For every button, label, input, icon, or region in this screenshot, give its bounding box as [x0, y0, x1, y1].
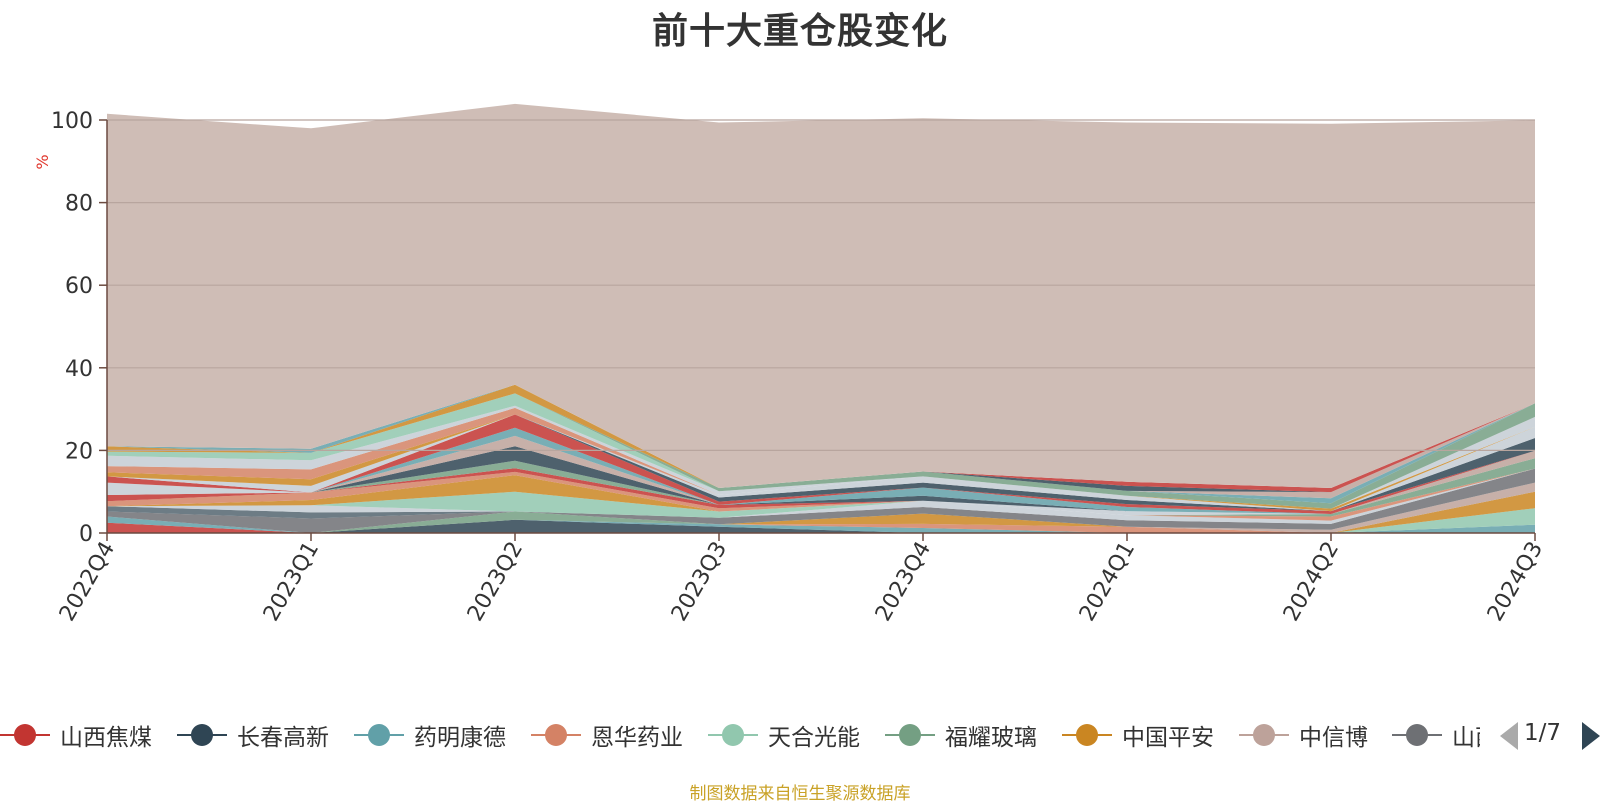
area-other-11	[107, 414, 1535, 514]
area-3	[107, 516, 1535, 533]
legend-label: 长春高新	[237, 725, 329, 751]
legend-label: 山西汾酒	[1452, 725, 1480, 751]
x-tick-label: 2024Q3	[1483, 538, 1548, 626]
legend-prev-page-icon[interactable]	[1500, 722, 1518, 750]
area-other-8	[107, 446, 1535, 514]
y-tick-label: 40	[65, 357, 93, 382]
legend: 山西焦煤 长春高新 药明康德 恩华药业 天合光能 福耀玻璃 中国平安 中信博 山西汾酒	[0, 718, 1600, 752]
legend-marker-icon	[531, 718, 581, 752]
legend-page-indicator: 1/7	[1524, 720, 1562, 746]
x-tick-label: 2022Q4	[55, 538, 120, 626]
chart-title: 前十大重仓股变化	[651, 11, 948, 52]
legend-item[interactable]: 药明康德	[354, 718, 506, 752]
x-tick-label: 2024Q2	[1279, 538, 1344, 626]
area-other-12	[107, 414, 1535, 512]
x-tick-label: 2023Q3	[667, 538, 732, 626]
legend-marker-icon	[708, 718, 758, 752]
legend-item[interactable]: 恩华药业	[531, 718, 683, 752]
legend-label: 中信博	[1299, 725, 1368, 751]
data-source-note: 制图数据来自恒生聚源数据库	[689, 784, 911, 804]
legend-item[interactable]: 天合光能	[708, 718, 860, 752]
legend-marker-icon	[354, 718, 404, 752]
legend-label: 恩华药业	[591, 725, 683, 751]
area-other-10	[107, 427, 1535, 514]
y-axis-unit-label: %	[33, 154, 52, 169]
y-tick-label: 0	[79, 522, 93, 547]
y-tick-label: 80	[65, 192, 93, 217]
area-0	[107, 522, 1535, 533]
legend-label: 药明康德	[414, 725, 506, 751]
legend-label: 福耀玻璃	[945, 725, 1037, 751]
legend-marker-icon	[177, 718, 227, 752]
area-other-9	[107, 435, 1535, 514]
legend-item[interactable]: 福耀玻璃	[885, 718, 1037, 752]
area-8	[107, 468, 1535, 533]
legend-label: 天合光能	[768, 725, 860, 751]
legend-item[interactable]: 中国平安	[1062, 718, 1214, 752]
legend-pager: 1/7	[1500, 718, 1600, 752]
legend-items-clip: 山西焦煤 长春高新 药明康德 恩华药业 天合光能 福耀玻璃 中国平安 中信博 山西汾酒	[0, 718, 1480, 752]
y-tick-label: 20	[65, 439, 93, 464]
area-other-2	[107, 468, 1535, 521]
legend-item[interactable]: 长春高新	[177, 718, 329, 752]
x-tick-label: 2023Q2	[463, 538, 528, 626]
area-other-3	[107, 468, 1535, 521]
legend-marker-icon	[1062, 718, 1112, 752]
area-other-6	[107, 458, 1535, 517]
plot-areas	[107, 103, 1535, 533]
legend-marker-icon	[885, 718, 935, 752]
legend-marker-icon	[1392, 718, 1442, 752]
legend-next-page-icon[interactable]	[1582, 722, 1600, 750]
area-1	[107, 519, 1535, 533]
legend-item[interactable]: 山西焦煤	[0, 718, 152, 752]
legend-label: 山西焦煤	[60, 725, 152, 751]
x-tick-label: 2023Q4	[871, 538, 936, 626]
legend-marker-icon	[1239, 718, 1289, 752]
area-2	[107, 516, 1535, 533]
area-other-1	[107, 468, 1535, 524]
legend-label: 中国平安	[1122, 725, 1214, 751]
grid-lines	[107, 119, 1535, 451]
y-tick-label: 100	[51, 109, 93, 134]
x-tick-label: 2024Q1	[1075, 538, 1140, 626]
y-tick-label: 60	[65, 274, 93, 299]
x-tick-label: 2023Q1	[259, 538, 324, 626]
legend-item[interactable]: 山西汾酒	[1392, 718, 1480, 752]
legend-marker-icon	[0, 718, 50, 752]
legend-item[interactable]: 中信博	[1239, 718, 1368, 752]
area-remainder	[107, 103, 1535, 489]
